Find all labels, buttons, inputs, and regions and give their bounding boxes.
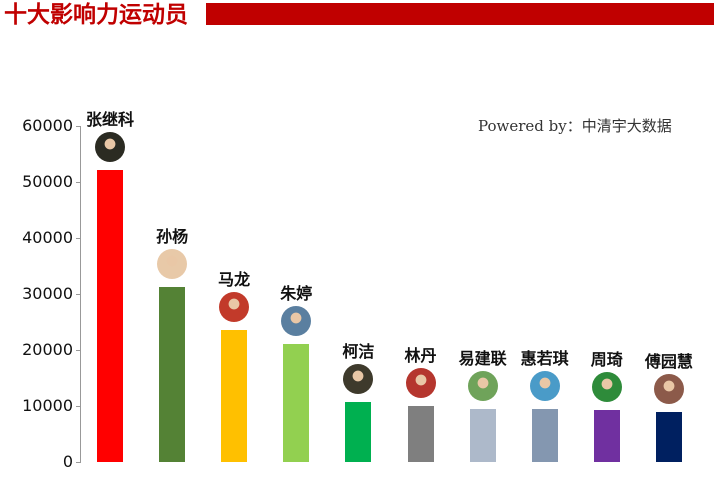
y-axis-label: 50000 <box>22 172 73 191</box>
athlete-name-label: 林丹 <box>404 346 437 365</box>
y-axis-tick <box>76 238 80 239</box>
athlete-name-label: 傅园慧 <box>644 352 693 372</box>
athlete-avatar-icon <box>529 370 560 401</box>
y-axis-label: 40000 <box>22 228 73 247</box>
y-axis-label: 10000 <box>22 396 73 415</box>
bar-2 <box>159 287 186 462</box>
athlete-avatar-icon <box>467 370 498 401</box>
bar-10 <box>655 412 682 462</box>
athlete-avatar-icon <box>281 305 312 336</box>
athlete-avatar-icon <box>157 249 188 280</box>
page-title: 十大影响力运动员 <box>4 2 188 28</box>
y-axis-tick <box>76 462 80 463</box>
athlete-avatar-icon <box>95 132 125 163</box>
athlete-avatar-icon <box>219 291 250 322</box>
athlete-name-label: 孙杨 <box>156 227 189 247</box>
bar-4 <box>283 343 310 462</box>
title-banner <box>206 3 714 25</box>
athlete-avatar-icon <box>343 364 374 395</box>
y-axis-tick <box>76 126 80 127</box>
y-axis-tick <box>76 350 80 351</box>
bar-9 <box>593 409 620 462</box>
athlete-name-label: 朱婷 <box>280 283 313 303</box>
athlete-name-label: 张继科 <box>85 110 134 130</box>
y-axis-line <box>80 126 81 463</box>
y-axis-label: 60000 <box>22 116 73 135</box>
bar-6 <box>407 406 434 462</box>
y-axis-label: 20000 <box>22 340 73 359</box>
bar-3 <box>221 329 248 462</box>
y-axis-label: 30000 <box>22 284 73 303</box>
y-axis-label: 0 <box>62 452 73 471</box>
y-axis-tick <box>76 406 80 407</box>
bar-1 <box>97 170 123 462</box>
athlete-avatar-icon <box>405 368 436 398</box>
athlete-name-label: 柯洁 <box>342 342 375 362</box>
athlete-name-label: 周琦 <box>590 349 623 369</box>
y-axis-tick <box>76 294 80 295</box>
athlete-name-label: 易建联 <box>458 348 507 368</box>
y-axis-tick <box>76 182 80 183</box>
powered-by-watermark: Powered by：中清宇大数据 <box>478 117 672 135</box>
bar-8 <box>531 408 558 462</box>
bar-5 <box>345 402 372 462</box>
athlete-name-label: 惠若琪 <box>520 348 569 368</box>
athlete-avatar-icon <box>591 371 622 402</box>
bar-7 <box>469 408 496 462</box>
athlete-avatar-icon <box>653 374 684 405</box>
athlete-name-label: 马龙 <box>218 269 251 289</box>
